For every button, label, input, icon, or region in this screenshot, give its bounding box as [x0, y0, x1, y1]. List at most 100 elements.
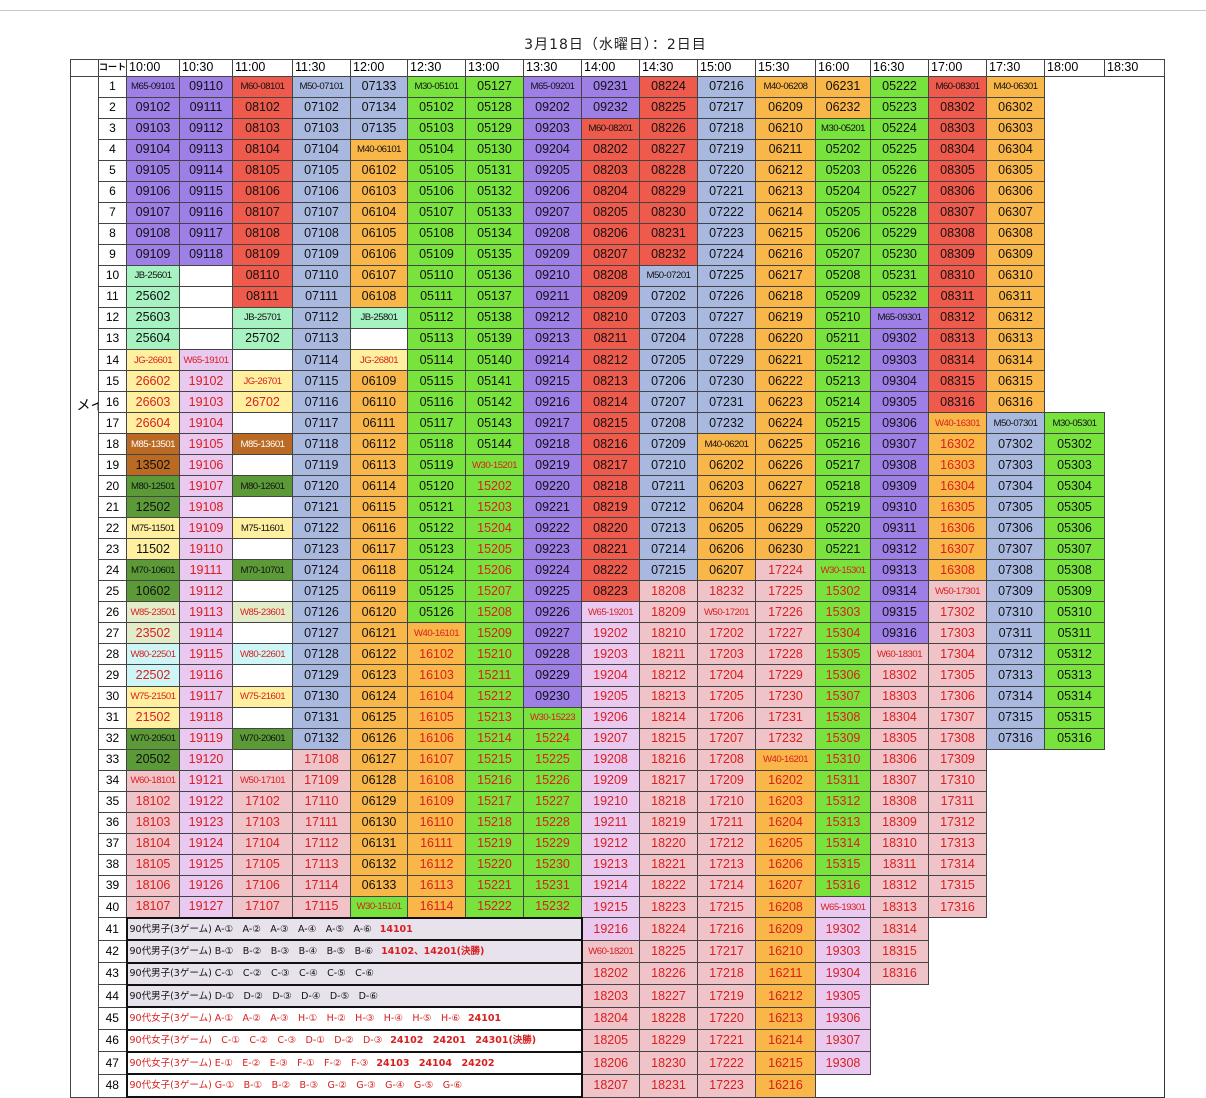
match-cell: 05309 [1044, 580, 1106, 603]
match-cell: 05130 [465, 138, 525, 161]
match-cell: 05112 [407, 306, 467, 329]
match-cell: 17209 [697, 769, 757, 792]
match-cell: 05132 [465, 180, 525, 203]
venue-text: メインアリーナ [76, 396, 98, 413]
match-cell: 23502 [126, 622, 181, 645]
match-cell [1044, 1029, 1105, 1052]
match-cell [232, 748, 294, 771]
match-cell: 18103 [126, 811, 181, 834]
match-cell: 19120 [179, 748, 234, 771]
match-cell [232, 348, 294, 372]
match-cell: 18223 [639, 895, 699, 919]
match-cell: 06222 [755, 370, 817, 393]
match-cell: 18104 [126, 832, 181, 855]
match-cell: 06228 [755, 496, 817, 519]
match-cell: 05230 [870, 243, 930, 266]
court-row: 35 18102 19122 17102 17110 06129 16109 15217 152… [71, 790, 1165, 813]
match-cell: 09315 [870, 601, 930, 624]
court-number: 35 [97, 790, 128, 813]
match-cell: 07309 [986, 580, 1046, 603]
match-cell: 07113 [292, 327, 352, 351]
match-cell: 15220 [465, 853, 525, 876]
match-cell: 18215 [639, 727, 699, 750]
match-cell: 08232 [639, 243, 699, 266]
match-cell: 19124 [179, 832, 234, 855]
match-cell [1104, 833, 1165, 855]
match-cell: M85-13601 [232, 433, 294, 456]
match-cell: 18305 [870, 727, 930, 750]
match-cell [815, 1074, 871, 1098]
match-cell: 07134 [350, 96, 409, 119]
event-text: 90代男子(3ゲーム) C-① C-② C-③ C-④ C-⑤ C-⑥ [129, 968, 374, 980]
match-cell: 06109 [350, 370, 409, 393]
match-cell: 06113 [350, 454, 409, 477]
court-number: 27 [97, 622, 128, 645]
match-cell: 06227 [755, 475, 817, 498]
match-cell: 16209 [755, 917, 817, 941]
court-row: 6 09106 09115 08106 07106 06103 05106 05132 0920… [71, 180, 1165, 203]
match-cell: 15203 [465, 496, 525, 519]
match-cell [1104, 517, 1165, 539]
match-cell: 18210 [639, 622, 699, 645]
match-cell: 18208 [639, 580, 699, 603]
match-cell: 06115 [350, 496, 409, 519]
court-number: 7 [97, 201, 128, 224]
match-cell: 06131 [350, 832, 409, 855]
match-cell: 15311 [815, 769, 872, 792]
match-cell [986, 984, 1045, 1008]
match-cell: 16302 [928, 433, 988, 456]
match-cell: 06104 [350, 201, 409, 224]
court-number: 24 [97, 559, 128, 582]
match-cell: 17310 [928, 769, 988, 792]
match-cell: 07206 [639, 370, 699, 393]
match-cell: 17225 [755, 580, 817, 603]
court-row: 26 W85-23501 19113 W85-23601 07126 06120 05126… [71, 601, 1165, 624]
match-cell: 05213 [815, 370, 872, 393]
match-cell [1104, 244, 1165, 266]
match-cell [1044, 328, 1105, 350]
court-number: 47 [97, 1051, 128, 1075]
match-cell: 05110 [407, 264, 467, 287]
match-cell: 06221 [755, 348, 817, 372]
match-cell: 07312 [986, 643, 1046, 666]
match-cell: 07132 [292, 727, 352, 750]
match-cell: 17223 [697, 1073, 757, 1098]
match-cell: 15307 [815, 685, 872, 708]
match-cell: 05115 [407, 370, 467, 393]
court-number: 13 [97, 327, 128, 351]
match-cell [1044, 940, 1105, 963]
court-number: 12 [97, 306, 128, 329]
match-cell [928, 940, 987, 963]
match-cell: 15202 [465, 475, 525, 498]
match-cell: 16204 [755, 811, 817, 834]
match-cell: M60-08201 [581, 117, 641, 140]
match-cell: 05310 [1044, 601, 1106, 624]
match-cell: 09222 [523, 517, 583, 540]
match-cell: 17111 [292, 811, 352, 834]
match-cell: 05142 [465, 391, 525, 414]
court-number: 15 [97, 370, 128, 393]
match-cell: 07216 [697, 75, 757, 98]
match-cell: 15208 [465, 601, 525, 624]
match-cell: M80-12601 [232, 475, 294, 498]
match-cell: 18310 [870, 832, 930, 855]
match-cell: 09311 [870, 517, 930, 540]
match-cell: W65-19201 [581, 601, 641, 624]
match-cell: 22502 [126, 664, 181, 687]
match-cell: 15228 [523, 811, 583, 834]
match-cell: 15207 [465, 580, 525, 603]
match-cell: M50-07201 [639, 264, 699, 287]
match-cell: 07305 [986, 496, 1046, 519]
match-cell: 07123 [292, 538, 352, 561]
match-cell: 07112 [292, 306, 352, 329]
time-header: 16:00 [815, 59, 872, 77]
match-cell: 09231 [581, 75, 641, 98]
event-text: 90代女子(3ゲーム) E-① E-② E-③ F-① F-② F-③ [129, 1057, 369, 1069]
match-cell: 26603 [126, 391, 181, 414]
match-cell: 15204 [465, 517, 525, 540]
match-cell [1104, 454, 1165, 476]
match-cell: 06312 [986, 306, 1046, 329]
match-cell [1044, 265, 1105, 287]
match-cell [1044, 917, 1105, 941]
match-cell: 18209 [639, 601, 699, 624]
